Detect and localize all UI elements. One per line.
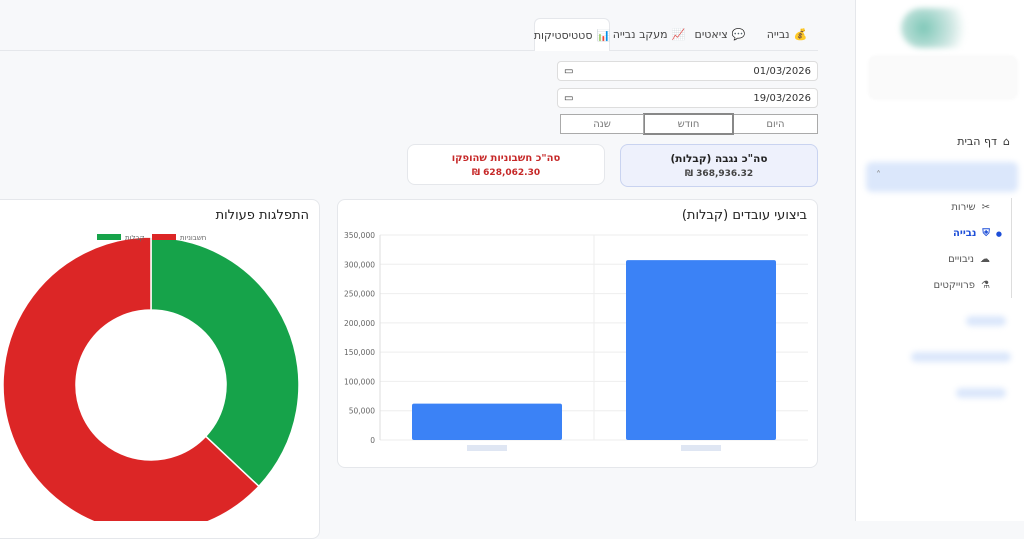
tabs-divider [0, 50, 818, 51]
pie-slice [150, 236, 300, 488]
y-tick-label: 300,000 [344, 260, 375, 269]
summary-collected-value: 368,936.32 ₪ [684, 169, 754, 179]
sidebar-item-predictions[interactable]: ☁ ניבויים [948, 254, 990, 265]
legend-label: קבלות [125, 234, 145, 242]
legend-swatch [152, 234, 176, 240]
y-tick-label: 150,000 [344, 348, 375, 357]
bar-chart: 0 50,000 100,000 150,000 200,000 250,000 300,0… [344, 231, 808, 451]
sidebar-item-blurred[interactable] [956, 388, 1006, 398]
user-box [868, 55, 1018, 100]
sidebar-item-blurred[interactable] [966, 316, 1006, 326]
bar-chart-icon: 📊 [596, 28, 611, 42]
legend-label: חשבוניות [180, 234, 206, 242]
chart-up-icon: 📈 [671, 27, 686, 41]
chat-icon: 💬 [731, 27, 746, 41]
y-tick-label: 350,000 [344, 231, 375, 240]
date-from-input[interactable]: ▭ 01/03/2026 [557, 61, 818, 81]
x-tick-label-blurred [467, 445, 507, 451]
pie-chart: חשבוניות קבלות [2, 234, 300, 521]
pie-chart-title: התפלגות פעולות [215, 208, 309, 223]
summary-collected-label: סה"כ נגבה (קבלות) [670, 153, 768, 165]
legend-swatch [97, 234, 121, 240]
calendar-icon[interactable]: ▭ [564, 65, 574, 77]
tab-chats[interactable]: 💬 ציאטים [694, 27, 746, 41]
logo [901, 8, 991, 48]
period-year-button[interactable]: שנה [560, 114, 644, 134]
bar [412, 403, 562, 440]
cloud-icon: ☁ [980, 254, 990, 265]
money-bag-icon: 💰 [793, 27, 808, 41]
summary-collected-card: סה"כ נגבה (קבלות) 368,936.32 ₪ [620, 144, 818, 187]
sidebar: ⌂ דף הבית ˄ ✂ שירות ● ⛨ נבייה ☁ ניבויים ⚗ פרוי… [855, 0, 1024, 521]
tab-collection[interactable]: 💰 נבייה [766, 27, 808, 41]
sidebar-item-home[interactable]: ⌂ דף הבית [957, 135, 1010, 148]
active-dot-icon: ● [995, 229, 1002, 238]
chevron-up-icon[interactable]: ˄ [876, 170, 881, 181]
date-to-input[interactable]: ▭ 19/03/2026 [557, 88, 818, 108]
x-tick-label-blurred [681, 445, 721, 451]
period-month-button[interactable]: חודש [643, 113, 734, 135]
sidebar-item-collection[interactable]: ● ⛨ נבייה [953, 228, 1002, 239]
y-tick-label: 250,000 [344, 290, 375, 299]
bar-chart-title: ביצועי עובדים (קבלות) [681, 208, 807, 223]
sidebar-item-blurred[interactable] [911, 352, 1011, 362]
shield-icon: ⛨ [982, 228, 990, 239]
y-tick-label: 0 [370, 436, 375, 445]
calendar-icon[interactable]: ▭ [564, 92, 574, 104]
y-tick-label: 100,000 [344, 377, 375, 386]
sidebar-group-expanded[interactable] [866, 162, 1018, 192]
period-today-button[interactable]: היום [733, 114, 818, 134]
summary-invoices-label: סה"כ חשבוניות שהופקו [451, 153, 561, 164]
tab-statistics[interactable]: 📊 סטטיסטיקות [534, 18, 610, 51]
y-tick-label: 50,000 [349, 407, 375, 416]
divider [1011, 198, 1012, 298]
home-icon: ⌂ [1003, 135, 1010, 148]
tools-icon: ✂ [981, 202, 990, 213]
summary-invoices-value: 628,062.30 ₪ [471, 168, 541, 178]
y-tick-label: 200,000 [344, 319, 375, 328]
flask-icon: ⚗ [981, 280, 990, 291]
bar [626, 260, 776, 440]
sidebar-item-projects[interactable]: ⚗ פרוייקטים [933, 280, 990, 291]
pie-slice [2, 236, 260, 521]
sidebar-item-service[interactable]: ✂ שירות [951, 202, 990, 213]
tab-tracking[interactable]: 📈 מעקב נבייה [612, 27, 686, 41]
summary-invoices-card: סה"כ חשבוניות שהופקו 628,062.30 ₪ [407, 144, 605, 185]
